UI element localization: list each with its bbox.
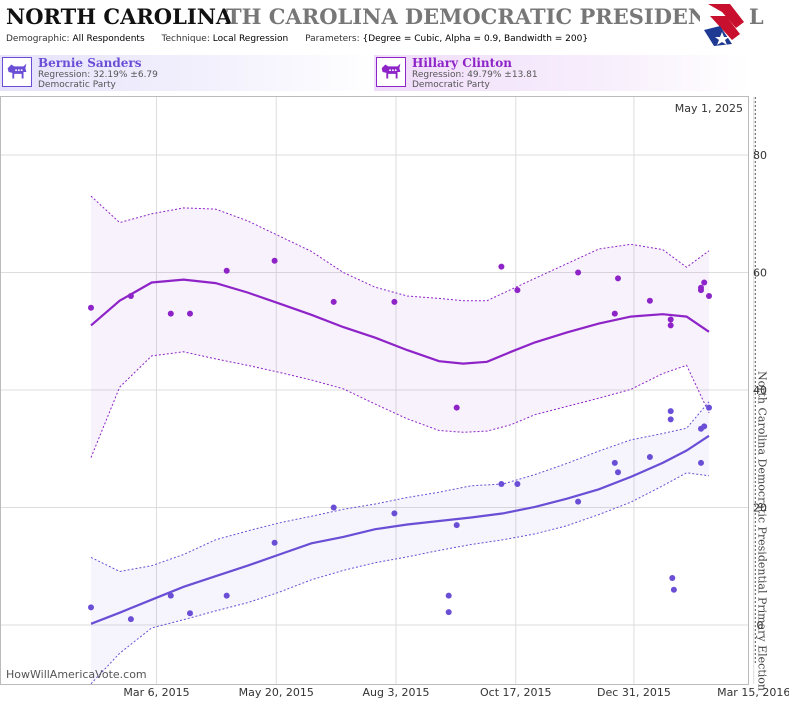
- confidence-bands: [90, 195, 710, 685]
- band-upper-line: [90, 401, 710, 573]
- donkey-icon: [376, 57, 406, 87]
- trend-line: [90, 278, 710, 365]
- legend-name: Bernie Sanders: [38, 56, 142, 70]
- y-tick-label: 60: [753, 267, 767, 280]
- technique-value: Local Regression: [212, 34, 289, 44]
- poll-point: [575, 498, 582, 505]
- grid: [1, 97, 755, 684]
- poll-point: [127, 616, 134, 623]
- poll-point: [453, 404, 460, 411]
- poll-point: [330, 504, 337, 511]
- poll-point: [667, 416, 674, 423]
- axes: 0 20 40 60 80 Mar 6, 2015 May 20, 2015 Aug 3, 2…: [123, 149, 789, 699]
- poll-point: [391, 298, 398, 305]
- poll-point: [453, 522, 460, 529]
- poll-point: [706, 293, 712, 299]
- poll-point: [445, 592, 452, 599]
- poll-point: [514, 287, 521, 294]
- poll-point: [698, 459, 704, 466]
- page-title-ghost: TH CAROLINA DEMOCRATIC PRESIDENTIAL: [226, 4, 764, 29]
- poll-point: [187, 610, 193, 617]
- poll-point: [88, 304, 94, 311]
- poll-point: [611, 459, 618, 466]
- poll-point: [667, 316, 674, 323]
- y-tick-label: 80: [753, 149, 767, 162]
- x-tick-label: May 20, 2015: [239, 686, 314, 699]
- x-tick-label: Dec 31, 2015: [597, 686, 671, 699]
- x-tick-label: Aug 3, 2015: [363, 686, 430, 699]
- trend-lines: [90, 278, 710, 625]
- poll-point: [514, 481, 521, 487]
- legend-regression: Regression: 32.19% ±6.79: [38, 70, 158, 80]
- demographic-label: Demographic:: [6, 34, 70, 44]
- donkey-icon: [2, 57, 32, 87]
- title-bar: NORTH CAROLINA TH CAROLINA DEMOCRATIC PR…: [0, 0, 789, 50]
- trend-line: [90, 434, 710, 625]
- watermark: HowWillAmericaVote.com: [6, 668, 147, 681]
- parameters-label: Parameters:: [305, 34, 360, 44]
- parameters-value: {Degree = Cubic, Alpha = 0.9, Bandwidth …: [362, 34, 589, 44]
- band-lower-line: [90, 351, 710, 458]
- band-upper-line: [90, 195, 710, 302]
- legend-hillary-clinton: Hillary Clinton Regression: 49.79% ±13.8…: [374, 55, 749, 91]
- x-tick-label: Mar 15, 2016: [717, 686, 789, 699]
- poll-point: [223, 592, 230, 599]
- poll-point: [391, 510, 398, 517]
- poll-point: [445, 609, 452, 616]
- poll-point: [187, 310, 193, 317]
- parameters-line: Demographic: All Respondents Technique: …: [6, 34, 602, 44]
- band-lower-line: [90, 472, 710, 685]
- poll-point: [167, 310, 174, 317]
- poll-point: [646, 297, 653, 304]
- poll-point: [670, 586, 677, 593]
- poll-point: [706, 404, 712, 411]
- election-date-label: May 1, 2025: [675, 102, 743, 115]
- y-tick-label: 0: [757, 619, 764, 632]
- poll-point: [701, 279, 708, 286]
- technique-label: Technique:: [161, 34, 210, 44]
- poll-point: [669, 575, 676, 581]
- y-tick-label: 40: [753, 384, 767, 397]
- poll-point: [701, 423, 708, 430]
- poll-point: [167, 592, 174, 599]
- confidence-band: [91, 401, 709, 684]
- poll-chart: 0 20 40 60 80 Mar 6, 2015 May 20, 2015 Aug 3, 2…: [0, 96, 789, 699]
- legend-party: Democratic Party: [38, 80, 116, 90]
- confidence-band: [91, 196, 709, 458]
- x-tick-label: Oct 17, 2015: [480, 686, 552, 699]
- poll-point: [223, 267, 230, 274]
- poll-point: [271, 257, 278, 264]
- legend-party: Democratic Party: [412, 80, 490, 90]
- legend-name: Hillary Clinton: [412, 56, 512, 70]
- poll-point: [88, 604, 94, 611]
- y-tick-label: 20: [753, 502, 767, 515]
- legend-bernie-sanders: Bernie Sanders Regression: 32.19% ±6.79 …: [0, 55, 380, 91]
- poll-point: [667, 408, 674, 415]
- poll-point: [498, 263, 505, 270]
- page-title: NORTH CAROLINA: [6, 4, 233, 29]
- poll-point: [127, 293, 134, 299]
- poll-point: [646, 454, 653, 460]
- demographic-value: All Respondents: [72, 34, 145, 44]
- poll-point: [575, 269, 582, 276]
- election-label: North Carolina Democratic Presidential P…: [755, 371, 768, 691]
- poll-point: [611, 310, 618, 317]
- x-tick-label: Mar 6, 2015: [123, 686, 189, 699]
- poll-point: [271, 539, 278, 546]
- poll-point: [615, 469, 621, 476]
- poll-point: [698, 284, 704, 291]
- site-logo-icon: [700, 0, 750, 50]
- poll-point: [498, 481, 505, 487]
- legend-regression: Regression: 49.79% ±13.81: [412, 70, 538, 80]
- poll-points: [88, 257, 712, 623]
- poll-point: [330, 298, 337, 305]
- poll-point: [667, 322, 674, 329]
- poll-point: [615, 275, 621, 282]
